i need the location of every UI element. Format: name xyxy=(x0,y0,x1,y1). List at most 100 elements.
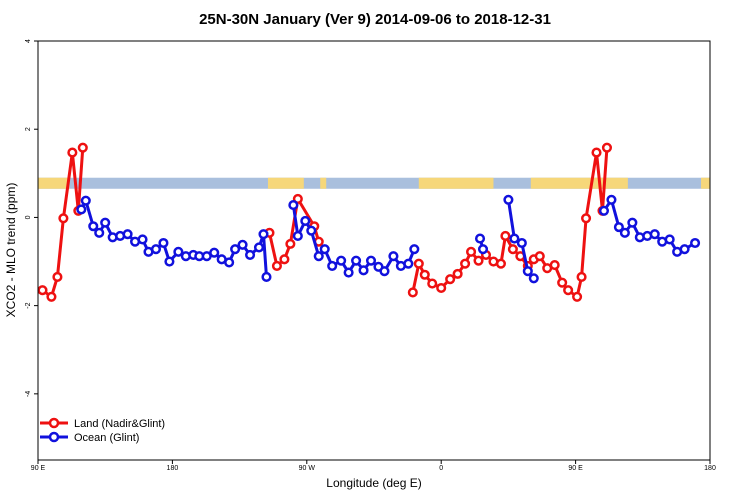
ocean-data-point xyxy=(664,234,675,245)
land-data-point xyxy=(67,147,78,158)
ocean-data-point xyxy=(516,237,527,249)
x-tick-label: 180 xyxy=(167,465,179,472)
land-data-point xyxy=(507,244,518,255)
ocean-data-point xyxy=(627,217,638,228)
land-data-point xyxy=(77,142,88,153)
ocean-data-point xyxy=(598,205,610,216)
ocean-data-point xyxy=(619,227,630,238)
legend-land-label: Land (Nadir&Glint) xyxy=(74,418,165,430)
x-axis-label: Longitude (deg E) xyxy=(326,476,421,490)
ocean-data-point xyxy=(319,244,330,255)
ocean-data-point xyxy=(253,242,265,253)
ocean-data-point xyxy=(261,271,272,283)
land-data-point xyxy=(534,251,545,262)
ocean-data-point xyxy=(336,255,347,266)
legend-land-marker xyxy=(48,417,60,429)
land-data-point xyxy=(419,269,430,280)
ocean-data-point xyxy=(613,222,624,233)
y-tick-label: 2 xyxy=(25,127,32,131)
ocean-data-point xyxy=(509,233,520,244)
ocean-data-point xyxy=(306,225,317,236)
legend-ocean-marker xyxy=(48,431,60,443)
ocean-data-point xyxy=(522,266,533,277)
land-data-point xyxy=(427,278,438,289)
legend-ocean-label: Ocean (Glint) xyxy=(74,432,139,444)
ocean-data-point xyxy=(158,237,169,249)
y-tick-label: -2 xyxy=(25,302,32,308)
land-data-point xyxy=(37,285,48,296)
land-data-point xyxy=(445,274,456,285)
x-tick-label: 90 E xyxy=(568,465,583,472)
land-data-point xyxy=(452,268,463,279)
land-data-point xyxy=(500,230,511,241)
ocean-data-point xyxy=(80,195,91,206)
ocean-data-point xyxy=(137,234,148,245)
y-axis: 4 2 0 -2 -4 xyxy=(25,39,38,397)
ocean-data-point xyxy=(313,251,324,262)
ocean-data-point xyxy=(327,260,338,271)
ocean-data-point xyxy=(94,227,105,238)
land-data-point xyxy=(591,147,602,158)
land-data-point xyxy=(46,291,57,302)
x-tick-label: 90 W xyxy=(299,465,316,472)
land-data-point xyxy=(413,258,424,269)
ocean-data-point xyxy=(209,247,220,258)
ocean-data-point xyxy=(690,237,701,249)
ocean-data-point xyxy=(606,194,617,205)
land-data-point xyxy=(557,277,568,288)
land-band-segment xyxy=(267,177,304,189)
land-band-segment xyxy=(38,177,70,189)
ocean-data-point xyxy=(230,244,241,255)
ocean-data-point xyxy=(649,229,660,240)
ocean-data-point xyxy=(300,215,311,226)
ocean-data-point xyxy=(343,267,354,278)
land-data-point xyxy=(495,258,506,269)
ocean-data-point xyxy=(679,244,690,255)
ocean-data-point xyxy=(224,257,235,268)
land-data-point xyxy=(549,260,560,271)
ocean-data-point xyxy=(379,266,390,277)
ocean-data-point xyxy=(358,265,369,276)
x-tick-label: 90 E xyxy=(31,465,46,472)
ocean-data-point xyxy=(76,204,87,215)
y-axis-label: XCO2 - MLO trend (ppm) xyxy=(4,183,18,318)
ocean-data-point xyxy=(403,258,414,269)
ocean-data-point xyxy=(88,221,99,232)
ocean-data-point xyxy=(409,244,420,255)
ocean-data-point xyxy=(288,200,299,211)
y-tick-label: 0 xyxy=(25,215,32,219)
legend: Land (Nadir&Glint) Ocean (Glint) xyxy=(40,417,165,444)
land-band-segment xyxy=(418,177,494,189)
land-band-segment xyxy=(530,177,628,189)
land-data-point xyxy=(407,287,418,298)
y-tick-label: -4 xyxy=(25,391,32,397)
ocean-data-point xyxy=(365,255,377,266)
ocean-band xyxy=(38,177,710,189)
land-data-point xyxy=(601,142,613,153)
x-axis: 90 E 180 90 W 0 90 E 180 xyxy=(31,460,716,472)
plot-frame xyxy=(37,40,711,461)
ocean-data-point xyxy=(351,255,362,266)
land-data-point xyxy=(473,255,484,266)
land-data-point xyxy=(271,260,282,271)
land-band-segment xyxy=(701,177,710,189)
ocean-data-point xyxy=(100,217,111,228)
ocean-data-point xyxy=(528,273,539,284)
ocean-data-point xyxy=(388,251,399,262)
x-tick-label: 0 xyxy=(439,465,443,472)
land-data-point xyxy=(436,282,447,294)
y-tick-label: 4 xyxy=(25,39,32,43)
land-data-point xyxy=(576,271,587,283)
land-data-point xyxy=(563,285,574,296)
land-data-point xyxy=(52,271,63,283)
land-data-point xyxy=(581,213,592,224)
ocean-data-point xyxy=(292,230,303,241)
ocean-data-point xyxy=(173,246,184,257)
land-ocean-band xyxy=(38,177,710,189)
ocean-data-point xyxy=(122,229,133,240)
ocean-data-point xyxy=(237,239,248,250)
land-data-point xyxy=(279,254,290,265)
land-data-point xyxy=(285,238,296,249)
ocean-data-point xyxy=(245,249,256,260)
